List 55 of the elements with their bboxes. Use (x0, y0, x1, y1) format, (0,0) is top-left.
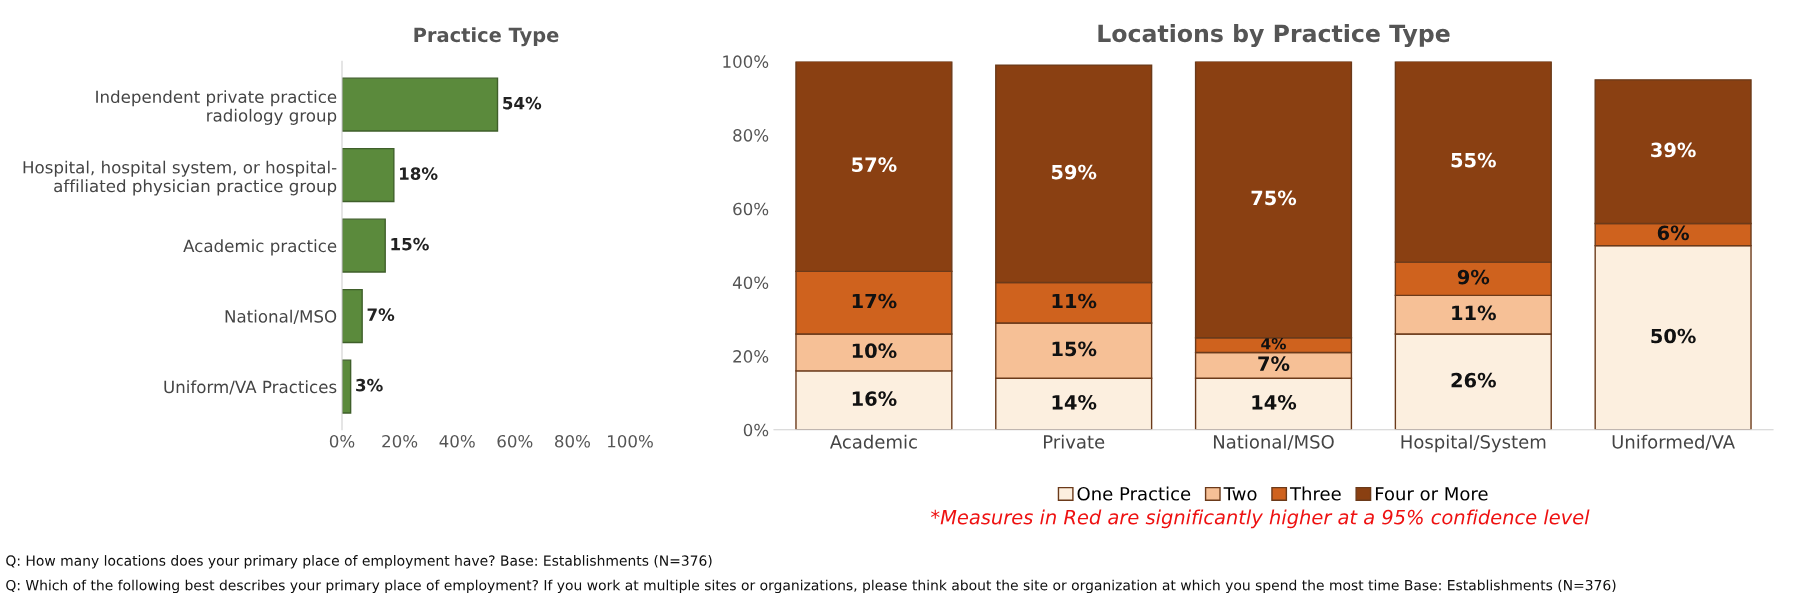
y-tick-label: 20% (733, 350, 769, 363)
data-label: 26% (1451, 372, 1496, 388)
y-tick-label: 40% (732, 276, 769, 290)
y-tick-label: Hospital, hospital system, or hospital- affiliated physician practice group (23, 160, 337, 196)
x-tick-label: 20% (382, 434, 418, 448)
data-label: 14% (1252, 394, 1297, 410)
data-label: 11% (1052, 293, 1097, 309)
x-tick-label: National/MSO (1213, 434, 1334, 451)
data-label: 16% (852, 391, 897, 406)
y-tick-label: 60% (733, 202, 769, 216)
y-tick-label: National/MSO (225, 309, 337, 324)
y-tick-label: 80% (733, 129, 769, 142)
x-tick-label: Private (1044, 434, 1105, 449)
data-label: 15% (1052, 341, 1097, 357)
x-tick-label: 100% (608, 434, 653, 448)
data-label: 11% (1452, 305, 1496, 321)
data-label: 54% (503, 96, 542, 110)
x-tick-label: 0% (329, 434, 355, 448)
legend-label: Four or More (1375, 487, 1488, 501)
data-label: 9% (1457, 269, 1490, 285)
x-tick-label: Hospital/System (1401, 434, 1546, 453)
data-label: 39% (1651, 142, 1696, 158)
text: Q: Which of the following best describes your primary place of employment? If you work at multiple sites or organizations, please think about the site or organization at which you spend the most time Base: Establishments (N=376) (6, 579, 1616, 594)
data-label: 50% (1651, 328, 1696, 344)
x-tick-label: Academic (829, 434, 917, 449)
data-label: 7% (367, 308, 395, 321)
x-tick-label: 40% (439, 434, 475, 448)
legend-label: One Practice (1077, 486, 1191, 501)
y-tick-label: Uniform/VA Practices (164, 380, 337, 395)
legend-label: Two (1223, 487, 1257, 501)
data-label: 10% (852, 343, 897, 359)
data-label: 18% (400, 167, 438, 180)
data-label: 4% (1261, 337, 1286, 350)
data-label: 15% (391, 237, 429, 251)
y-tick-label: 100% (723, 55, 769, 68)
data-label: 57% (852, 157, 897, 173)
y-tick-label: Independent private practice radiology group (96, 90, 337, 125)
data-label: 59% (1051, 164, 1097, 180)
y-tick-label: Academic practice (183, 239, 337, 256)
legend-label: Three (1289, 486, 1341, 501)
x-tick-label: Uniformed/VA (1612, 434, 1735, 451)
y-tick-label: 0% (743, 423, 769, 437)
chart-title: Practice Type (414, 27, 559, 47)
data-label: 3% (356, 378, 383, 392)
chart-title: Locations by Practice Type (1098, 24, 1450, 48)
text: *Measures in Red are significantly higher at a 95% confidence level (931, 509, 1590, 529)
data-label: 55% (1451, 152, 1496, 168)
x-tick-label: 80% (555, 434, 590, 448)
data-label: 6% (1657, 225, 1689, 241)
data-label: 14% (1052, 394, 1097, 410)
data-label: 17% (852, 293, 897, 309)
x-tick-label: 60% (497, 434, 533, 448)
data-label: 7% (1258, 356, 1290, 371)
text: Q: How many locations does your primary place of employment have? Base: Establishments (N=376) (6, 555, 712, 569)
data-label: 75% (1251, 190, 1297, 206)
